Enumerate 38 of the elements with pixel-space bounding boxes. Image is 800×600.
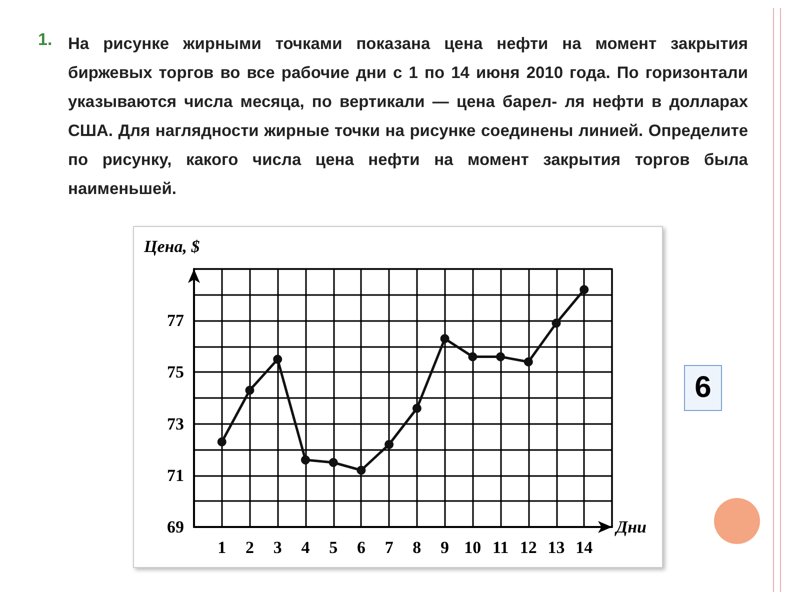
y-tick-label: 75 <box>167 362 184 382</box>
point <box>356 466 366 475</box>
y-tick-label: 69 <box>167 518 184 536</box>
x-tick-label: 10 <box>464 538 482 557</box>
point <box>412 404 422 413</box>
point <box>217 437 226 446</box>
y-tick-label: 77 <box>167 311 184 330</box>
point <box>440 334 450 344</box>
point <box>552 318 561 328</box>
text: На рисунке жирными точками показана цена нефти на момент закрытия биржевых торгов во все рабочие дни с 1 по 14 июня 2010 года. По горизонтали указываются числа месяца, по вертикали — цена барел- ля нефти в долларах США. Для наглядности жирные точки на рисунке соединены линией. Определите по рисунку, какого числа цена нефти на момент закрытия торгов была наименьшей. <box>68 34 748 200</box>
x-tick-label: 5 <box>329 538 338 557</box>
x-tick-label: 12 <box>520 538 537 557</box>
x-axis-title: Дни <box>614 518 647 536</box>
x-tick-label: 2 <box>245 538 254 557</box>
x-tick-label: 8 <box>412 538 422 557</box>
point <box>245 386 254 395</box>
y-tick-label: 71 <box>167 466 184 485</box>
x-tick-label: 4 <box>301 538 310 557</box>
point <box>496 352 506 362</box>
y-axis-title: Цена, $ <box>143 237 200 256</box>
x-tick-label: 3 <box>273 538 282 557</box>
x-tick-label: 14 <box>576 538 594 557</box>
x-tick-label: 11 <box>492 538 509 557</box>
text: 6 <box>684 365 722 411</box>
point <box>468 352 478 362</box>
x-tick-label: 1 <box>218 538 226 557</box>
point <box>580 285 589 294</box>
point <box>524 357 533 366</box>
x-tick-label: 7 <box>384 538 394 557</box>
point <box>328 458 338 467</box>
y-tick-label: 73 <box>167 414 184 434</box>
point <box>384 440 394 449</box>
x-tick-label: 9 <box>440 538 450 557</box>
point <box>273 354 282 364</box>
text: 1. <box>38 30 52 50</box>
point <box>300 455 310 464</box>
x-tick-label: 6 <box>356 538 366 557</box>
x-tick-label: 13 <box>548 538 565 557</box>
